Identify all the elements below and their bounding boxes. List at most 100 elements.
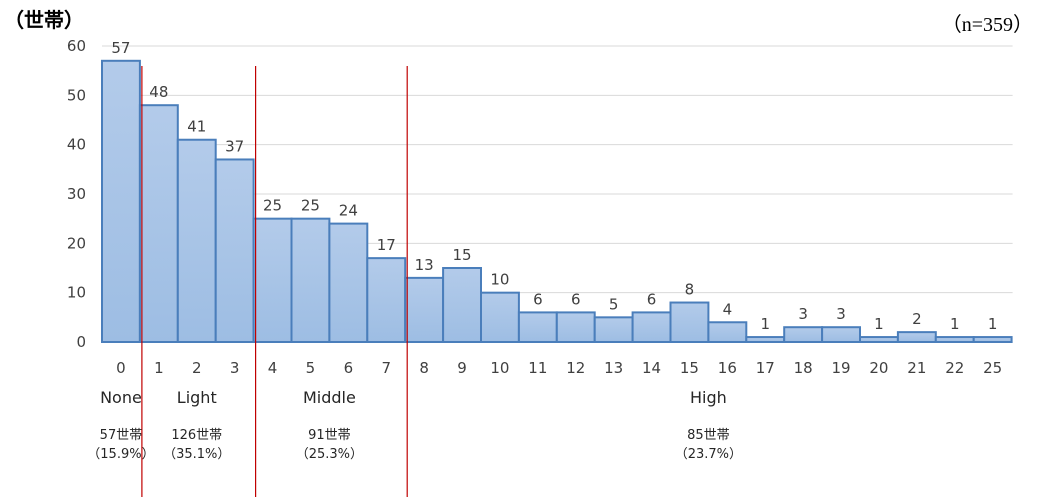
x-tick-label: 10: [490, 359, 509, 377]
bar: [745, 336, 786, 344]
x-tick-label: 3: [230, 359, 240, 377]
bar: [366, 257, 407, 343]
x-tick-label: 2: [192, 359, 202, 377]
data-label: 1: [950, 315, 960, 333]
x-tick-label: 21: [907, 359, 926, 377]
data-label: 48: [149, 83, 168, 101]
group-count: 85世帯: [687, 428, 730, 443]
x-tick-label: 8: [419, 359, 429, 377]
bar: [517, 311, 558, 343]
data-label: 24: [339, 202, 358, 220]
data-label: 10: [490, 271, 509, 289]
x-axis-ticks: 0 1 2 3 4 5 6 7 8 9 10 11 12 13 14 15 16 17 18 19 20 21 22 25: [116, 359, 1002, 377]
bar: [290, 217, 331, 344]
group-percent: （35.1%）: [163, 447, 230, 462]
data-label: 2: [912, 310, 922, 328]
data-label: 17: [377, 236, 396, 254]
group-count: 57世帯: [100, 428, 143, 443]
group-name: Light: [177, 388, 217, 407]
bar: [442, 267, 483, 343]
bar: [138, 104, 179, 343]
x-tick-label: 25: [983, 359, 1002, 377]
bar: [593, 316, 634, 344]
group-count: 91世帯: [308, 428, 351, 443]
x-tick-label: 14: [642, 359, 661, 377]
data-label: 13: [415, 256, 434, 274]
bar: [896, 331, 937, 343]
bar: [669, 301, 710, 343]
data-label: 57: [111, 39, 130, 57]
bar: [631, 311, 672, 343]
data-label: 41: [187, 118, 206, 136]
group-name: None: [100, 388, 142, 407]
data-label: 3: [836, 305, 846, 323]
data-label: 25: [263, 197, 282, 215]
data-label: 6: [647, 290, 657, 308]
x-tick-label: 6: [344, 359, 354, 377]
x-tick-label: 17: [756, 359, 775, 377]
x-tick-label: 18: [794, 359, 813, 377]
y-tick-label: 20: [67, 234, 86, 252]
data-label: 25: [301, 197, 320, 215]
group-name: High: [690, 388, 727, 407]
group-dividers: [141, 66, 408, 497]
x-tick-label: 7: [381, 359, 391, 377]
bar: [859, 336, 899, 344]
bar: [934, 336, 975, 344]
bar: [555, 311, 596, 343]
y-axis-unit-label: （世帯）: [4, 8, 84, 32]
group-name: Middle: [303, 388, 356, 407]
x-tick-label: 19: [832, 359, 851, 377]
data-label: 8: [685, 281, 695, 299]
bar: [328, 222, 369, 344]
bar: [404, 276, 445, 343]
x-tick-label: 1: [154, 359, 164, 377]
x-tick-label: 13: [604, 359, 623, 377]
bar: [821, 326, 861, 344]
data-label: 37: [225, 137, 244, 155]
x-tick-label: 22: [945, 359, 964, 377]
group-labels: None 57世帯 （15.9%） Light 126世帯 （35.1%） Middle 91…: [87, 388, 742, 462]
data-label: 15: [453, 246, 472, 264]
bars: [101, 59, 1013, 344]
data-label: 1: [988, 315, 998, 333]
y-tick-label: 40: [67, 136, 86, 154]
data-label: 4: [723, 300, 733, 318]
bar: [480, 291, 520, 343]
y-tick-label: 30: [67, 185, 86, 203]
bar: [214, 158, 255, 343]
bar: [101, 59, 141, 344]
y-tick-label: 0: [76, 333, 86, 351]
bar: [783, 326, 824, 344]
data-label: 1: [874, 315, 884, 333]
data-label: 5: [609, 295, 619, 313]
x-tick-label: 0: [116, 359, 126, 377]
x-tick-label: 11: [528, 359, 547, 377]
x-tick-label: 12: [566, 359, 585, 377]
group-count: 126世帯: [171, 428, 222, 443]
data-label: 1: [760, 315, 770, 333]
y-tick-label: 10: [67, 284, 86, 302]
sample-size-label: （n=359）: [941, 14, 1033, 36]
data-label: 6: [533, 290, 543, 308]
x-tick-label: 20: [869, 359, 888, 377]
bar: [707, 321, 748, 343]
x-tick-label: 4: [268, 359, 278, 377]
y-tick-label: 50: [67, 86, 86, 104]
bar: [252, 217, 293, 344]
data-label: 6: [571, 290, 581, 308]
x-tick-label: 16: [718, 359, 737, 377]
data-label: 3: [798, 305, 808, 323]
x-tick-label: 15: [680, 359, 699, 377]
x-tick-label: 5: [306, 359, 316, 377]
x-tick-label: 9: [457, 359, 467, 377]
group-percent: （25.3%）: [296, 447, 363, 462]
group-percent: （23.7%）: [675, 447, 742, 462]
bar: [176, 138, 217, 343]
bar: [972, 336, 1013, 344]
y-tick-label: 60: [67, 37, 86, 55]
group-percent: （15.9%）: [87, 447, 154, 462]
y-axis-ticks: 0 10 20 30 40 50 60: [67, 37, 86, 351]
